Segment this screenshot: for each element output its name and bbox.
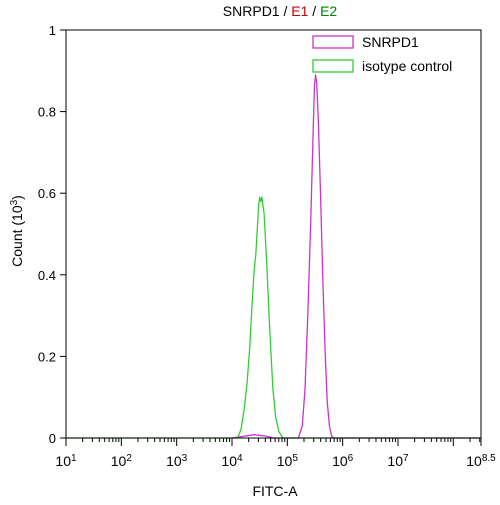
svg-text:Count (103): Count (103) xyxy=(9,195,26,267)
title-part: SNRPD1 / xyxy=(223,3,291,19)
x-axis-label: FITC-A xyxy=(252,483,298,499)
chart-title: SNRPD1 / E1 / E2 xyxy=(223,3,338,19)
legend-swatch xyxy=(312,35,354,49)
y-axis-label: Count (103) xyxy=(9,195,26,267)
y-tick-label: 0.8 xyxy=(38,105,56,120)
y-tick-label: 0.4 xyxy=(38,268,56,283)
plot-frame xyxy=(65,29,482,439)
x-tick-label: 108.5 xyxy=(466,453,496,470)
title-part: / xyxy=(308,3,320,19)
y-tick-label: 0.2 xyxy=(38,349,56,364)
x-tick-label: 103 xyxy=(166,453,188,470)
x-tick-label: 102 xyxy=(111,453,133,470)
series-line-snrpd1 xyxy=(231,74,481,439)
title-part: E2 xyxy=(320,3,337,19)
legend-label: SNRPD1 xyxy=(362,34,419,50)
y-axis-ticks: 0 0.2 0.4 0.6 0.8 1 xyxy=(38,23,66,446)
y-tick-label: 0 xyxy=(49,431,56,446)
series-line-isotype-control xyxy=(66,196,481,439)
x-tick-label: 106 xyxy=(332,453,354,470)
legend-label: isotype control xyxy=(362,58,452,74)
legend: SNRPD1 isotype control xyxy=(312,34,452,74)
y-tick-label: 0.6 xyxy=(38,186,56,201)
x-tick-label: 107 xyxy=(387,453,409,470)
x-tick-label: 101 xyxy=(55,453,77,470)
legend-swatch xyxy=(312,59,354,73)
x-axis-ticks: 101 102 103 104 105 106 107 108.5 xyxy=(55,438,496,469)
series-layer xyxy=(66,74,481,439)
title-part: E1 xyxy=(291,3,308,19)
y-tick-label: 1 xyxy=(49,23,56,38)
x-tick-label: 105 xyxy=(277,453,299,470)
x-tick-label: 104 xyxy=(221,453,243,470)
